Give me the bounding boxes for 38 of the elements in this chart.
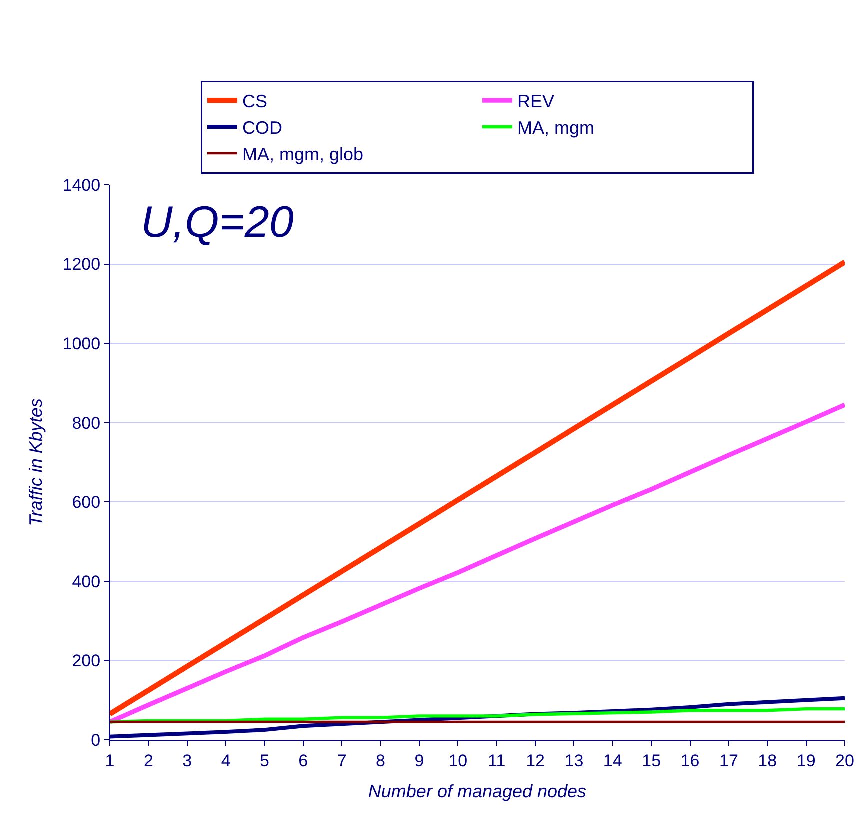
x-tick-label: 3: [182, 751, 192, 770]
x-tick-label: 15: [642, 751, 662, 770]
y-axis-title: Traffic in Kbytes: [26, 398, 46, 526]
x-tick-label: 16: [680, 751, 700, 770]
x-tick-label: 7: [337, 751, 347, 770]
line-series: [110, 707, 845, 724]
x-tick-label: 14: [603, 751, 622, 770]
x-tick-label: 20: [836, 751, 854, 770]
x-tick-label: 12: [526, 751, 545, 770]
x-tick-label: 8: [376, 751, 386, 770]
x-tick-label: 5: [260, 751, 270, 770]
x-tick-label: 11: [488, 751, 506, 770]
chart-title: U,Q=20: [141, 198, 294, 247]
x-tick-label: 17: [719, 751, 738, 770]
x-tick-label: 19: [796, 751, 816, 770]
y-tick-label: 1400: [62, 176, 101, 195]
line-series: [110, 402, 845, 724]
y-tick-label: 0: [91, 730, 101, 750]
x-tick-label: 6: [298, 751, 308, 770]
y-tick-label: 200: [72, 652, 101, 671]
legend-label: CS: [242, 92, 268, 112]
y-tick-label: 800: [72, 414, 101, 433]
legend-label: COD: [242, 118, 282, 138]
legend-label: REV: [518, 92, 555, 112]
x-tick-label: 13: [564, 751, 584, 770]
x-tick-label: 2: [144, 751, 154, 770]
legend-label: MA, mgm, glob: [242, 144, 364, 164]
x-tick-label: 4: [221, 751, 231, 770]
x-tick-label: 1: [105, 751, 115, 770]
x-axis-title: Number of managed nodes: [368, 782, 587, 802]
y-tick-label: 1000: [62, 334, 101, 354]
x-tick-label: 9: [414, 751, 424, 770]
y-tick-label: 400: [72, 572, 101, 592]
x-tick-label: 10: [448, 751, 468, 770]
y-tick-label: 1200: [62, 255, 101, 274]
x-tick-label: 18: [758, 751, 778, 770]
y-tick-label: 600: [72, 493, 101, 512]
legend-label: MA, mgm: [518, 118, 595, 138]
